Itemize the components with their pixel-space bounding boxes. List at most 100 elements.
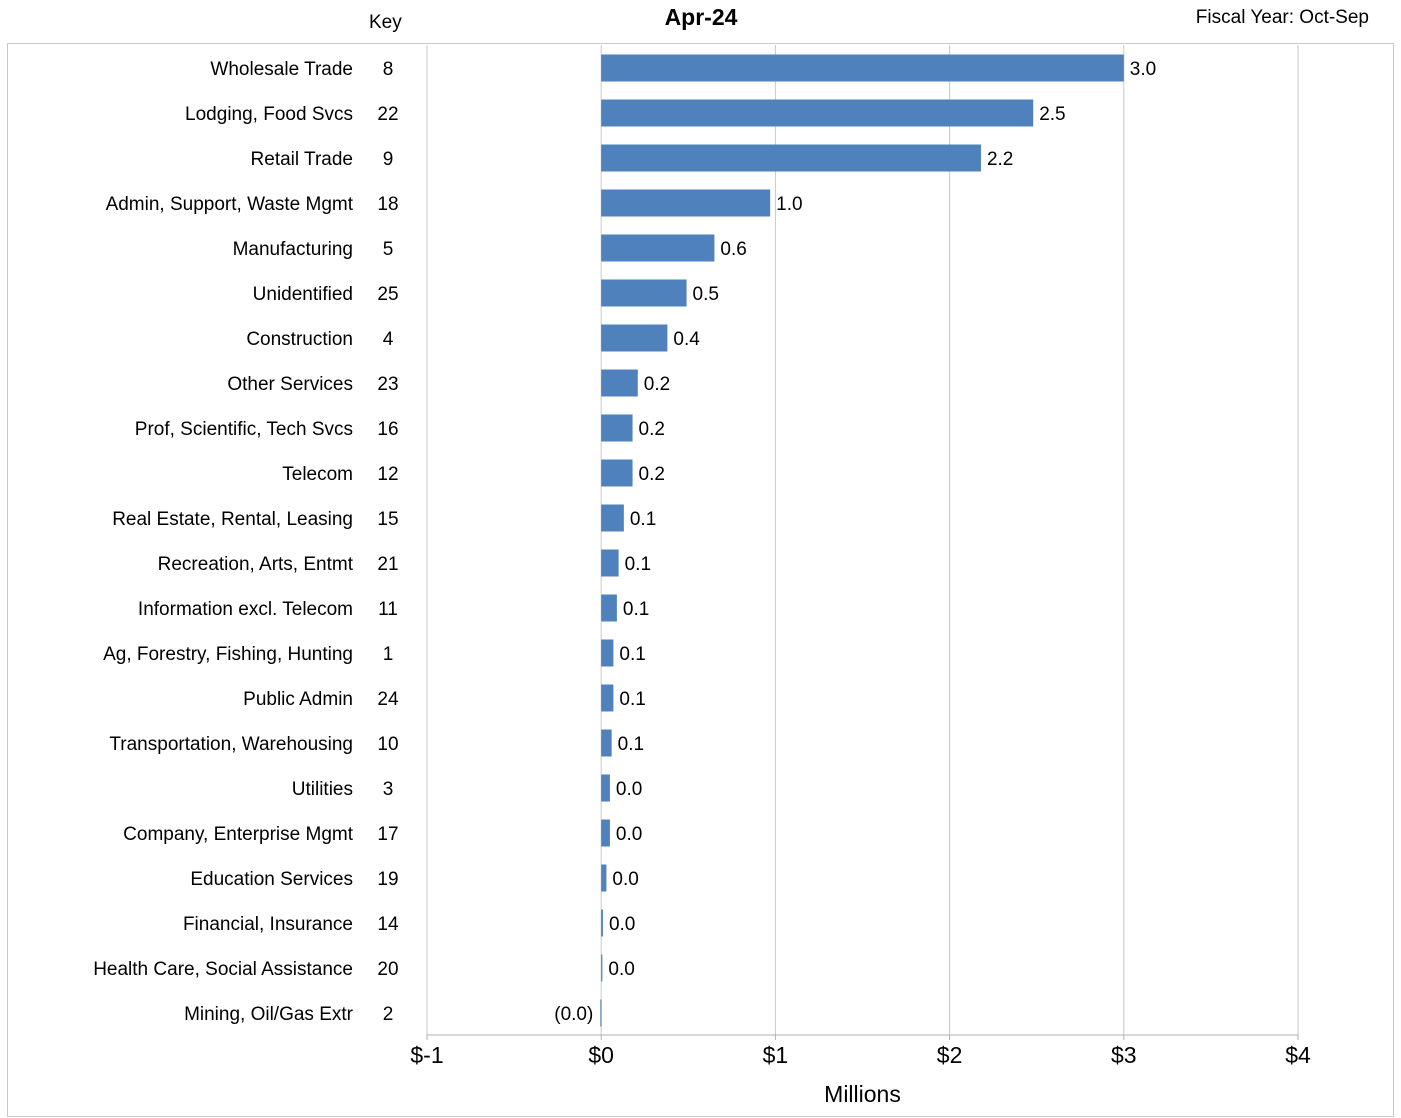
x-axis-title: Millions [824, 1081, 901, 1107]
bar [601, 639, 614, 667]
bar [601, 774, 610, 802]
data-label: 0.1 [619, 689, 645, 710]
data-label: 0.0 [608, 959, 634, 980]
category-label: Admin, Support, Waste Mgmt [106, 194, 354, 215]
bar [601, 954, 603, 982]
bar [601, 684, 614, 712]
key-label: 19 [377, 869, 398, 890]
category-label: Retail Trade [251, 149, 353, 170]
key-label: 16 [377, 419, 398, 440]
category-label: Prof, Scientific, Tech Svcs [135, 419, 353, 440]
chart-panel [7, 43, 1394, 1117]
bar [601, 864, 607, 892]
key-label: 3 [383, 779, 394, 800]
bar [601, 369, 638, 397]
bar [601, 54, 1124, 82]
data-label: 1.0 [776, 194, 802, 215]
key-column-header: Key [369, 12, 402, 33]
data-label: 0.2 [639, 464, 665, 485]
key-label: 18 [377, 194, 398, 215]
chart-title: Apr-24 [664, 4, 738, 30]
bar [601, 189, 771, 217]
bar [601, 504, 624, 532]
x-tick-label: $4 [1285, 1042, 1311, 1068]
key-label: 25 [377, 284, 398, 305]
bar [601, 729, 612, 757]
key-label: 14 [377, 914, 399, 935]
key-label: 20 [377, 959, 398, 980]
key-label: 10 [377, 734, 398, 755]
category-label: Transportation, Warehousing [109, 734, 353, 755]
x-tick-label: $-1 [410, 1042, 443, 1068]
bar [601, 459, 633, 487]
key-label: 23 [377, 374, 398, 395]
category-label: Information excl. Telecom [138, 599, 353, 620]
category-label: Recreation, Arts, Entmt [158, 554, 354, 575]
data-label: 0.0 [612, 869, 638, 890]
data-label: 0.0 [609, 914, 635, 935]
data-label: 0.1 [618, 734, 644, 755]
bar [601, 414, 633, 442]
data-label: 0.5 [693, 284, 719, 305]
key-label: 22 [377, 104, 398, 125]
key-label: 15 [377, 509, 398, 530]
category-label: Mining, Oil/Gas Extr [184, 1004, 354, 1025]
data-label: 0.2 [639, 419, 665, 440]
data-label: 0.4 [673, 329, 700, 350]
category-label: Telecom [282, 464, 353, 485]
data-label: 0.0 [616, 824, 642, 845]
x-tick-label: $3 [1111, 1042, 1137, 1068]
bar [601, 549, 619, 577]
category-label: Ag, Forestry, Fishing, Hunting [103, 644, 353, 665]
category-label: Wholesale Trade [210, 59, 353, 80]
x-tick-label: $1 [763, 1042, 789, 1068]
bar [601, 144, 981, 172]
category-label: Construction [246, 329, 353, 350]
key-label: 5 [383, 239, 394, 260]
key-label: 21 [377, 554, 398, 575]
key-label: 17 [377, 824, 398, 845]
category-label: Other Services [227, 374, 353, 395]
data-label: 2.2 [987, 149, 1013, 170]
bar [600, 999, 602, 1027]
fiscal-year-note: Fiscal Year: Oct-Sep [1195, 7, 1369, 28]
key-label: 9 [383, 149, 394, 170]
data-label: 2.5 [1039, 104, 1065, 125]
x-tick-label: $2 [937, 1042, 963, 1068]
category-label: Real Estate, Rental, Leasing [112, 509, 353, 530]
data-label: (0.0) [554, 1004, 593, 1025]
bar [601, 594, 617, 622]
category-label: Health Care, Social Assistance [93, 959, 353, 980]
category-label: Manufacturing [233, 239, 353, 260]
bar [601, 819, 610, 847]
key-label: 4 [383, 329, 394, 350]
data-label: 0.1 [630, 509, 656, 530]
category-label: Education Services [190, 869, 353, 890]
bar [601, 324, 668, 352]
key-label: 2 [383, 1004, 394, 1025]
data-label: 0.2 [644, 374, 670, 395]
data-label: 3.0 [1130, 59, 1156, 80]
category-label: Public Admin [243, 689, 353, 710]
key-label: 11 [378, 599, 398, 620]
bar [601, 909, 603, 937]
data-label: 0.0 [616, 779, 642, 800]
bar [601, 279, 687, 307]
category-label: Unidentified [253, 284, 353, 305]
data-label: 0.1 [619, 644, 645, 665]
category-label: Financial, Insurance [183, 914, 353, 935]
data-label: 0.6 [720, 239, 746, 260]
bar [601, 234, 715, 262]
key-label: 24 [377, 689, 399, 710]
category-label: Lodging, Food Svcs [185, 104, 353, 125]
bar [601, 99, 1034, 127]
key-label: 8 [383, 59, 394, 80]
category-label: Company, Enterprise Mgmt [123, 824, 354, 845]
key-label: 1 [383, 644, 394, 665]
key-label: 12 [377, 464, 398, 485]
data-label: 0.1 [623, 599, 649, 620]
category-label: Utilities [292, 779, 353, 800]
data-label: 0.1 [625, 554, 651, 575]
x-tick-label: $0 [588, 1042, 614, 1068]
